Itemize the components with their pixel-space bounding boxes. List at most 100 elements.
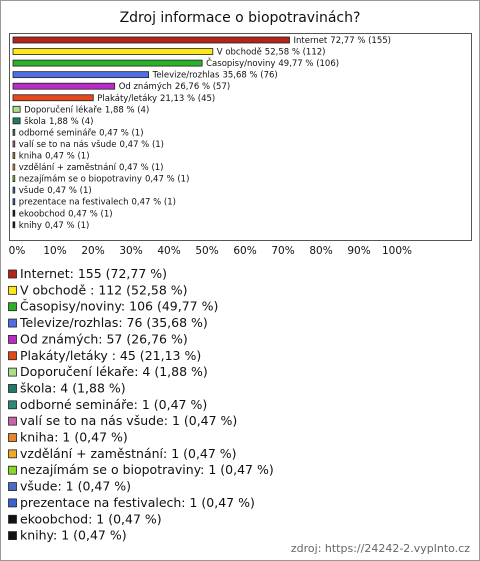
bar bbox=[12, 140, 16, 148]
data-label: 72,77 % (155) bbox=[330, 36, 391, 46]
bar bbox=[12, 94, 94, 102]
data-label: 52,58 % (112) bbox=[265, 48, 326, 58]
plot-box bbox=[9, 33, 472, 241]
x-tick-label: 60% bbox=[233, 245, 256, 257]
bar bbox=[12, 175, 16, 183]
bar bbox=[12, 128, 16, 136]
legend-swatch bbox=[8, 465, 17, 475]
data-label: 0,47 % (1) bbox=[119, 163, 163, 173]
legend-swatch bbox=[8, 318, 17, 328]
category-label: škola bbox=[24, 116, 46, 127]
legend-swatch bbox=[8, 433, 17, 442]
x-tick-label: 40% bbox=[157, 245, 180, 257]
bar bbox=[12, 209, 16, 217]
legend-label: vzdělání + zaměstnání: 1 (0,47 %) bbox=[20, 446, 237, 461]
bar bbox=[12, 152, 16, 159]
category-label: vzdělání + zaměstnání bbox=[19, 163, 117, 173]
legend-label: všude: 1 (0,47 %) bbox=[20, 479, 131, 494]
category-label: nezajímám se o biopotraviny bbox=[19, 175, 142, 185]
legend-swatch bbox=[8, 269, 17, 279]
category-label: Časopisy/noviny bbox=[206, 57, 275, 69]
legend-swatch bbox=[8, 400, 17, 410]
category-label: Plakáty/letáky bbox=[97, 94, 157, 104]
legend-label: Televize/rozhlas: 76 (35,68 %) bbox=[19, 315, 208, 330]
category-label: Doporučení lékaře bbox=[24, 104, 102, 115]
legend-label: Od známých: 57 (26,76 %) bbox=[20, 331, 188, 346]
category-label: valí se to na nás všude bbox=[19, 139, 117, 150]
category-label: V obchodě bbox=[217, 48, 262, 58]
x-tick-label: 90% bbox=[347, 245, 370, 257]
data-label: 0,47 % (1) bbox=[145, 175, 189, 185]
legend-swatch bbox=[8, 482, 17, 491]
bar bbox=[12, 59, 203, 67]
category-label: knihy bbox=[19, 221, 42, 231]
bar bbox=[12, 36, 290, 44]
category-label: všude bbox=[19, 185, 44, 196]
data-label: 0,47 % (1) bbox=[45, 221, 89, 231]
legend-label: Doporučení lékaře: 4 (1,88 %) bbox=[20, 364, 208, 379]
category-label: ekoobchod bbox=[19, 209, 65, 219]
data-label: 49,77 % (106) bbox=[278, 59, 339, 69]
bar bbox=[12, 71, 149, 79]
data-label: 0,47 % (1) bbox=[47, 186, 91, 196]
bar bbox=[12, 186, 16, 194]
legend-swatch bbox=[8, 302, 17, 312]
bar bbox=[12, 117, 21, 125]
x-tick-label: 20% bbox=[81, 245, 104, 257]
data-label: 1,88 % (4) bbox=[105, 105, 149, 115]
category-label: prezentace na festivalech bbox=[19, 198, 129, 208]
bar bbox=[12, 163, 16, 171]
data-label: 21,13 % (45) bbox=[160, 94, 215, 104]
data-label: 0,47 % (1) bbox=[131, 198, 175, 208]
source: zdroj: https://24242-2.vyplnto.cz bbox=[291, 542, 470, 555]
category-label: Od známých bbox=[119, 82, 172, 92]
legend-swatch bbox=[8, 367, 17, 377]
data-label: 0,47 % (1) bbox=[68, 209, 112, 219]
legend-swatch bbox=[8, 514, 17, 524]
legend-label: knihy: 1 (0,47 %) bbox=[20, 528, 127, 543]
legend-label: Časopisy/noviny: 106 (49,77 %) bbox=[20, 299, 218, 314]
legend-label: V obchodě : 112 (52,58 %) bbox=[20, 282, 188, 297]
x-tick-label: 100% bbox=[382, 245, 412, 257]
category-label: kniha bbox=[19, 152, 42, 162]
bar bbox=[12, 82, 116, 90]
chart-title: Zdroj informace o biopotravinách? bbox=[120, 10, 361, 26]
legend-label: ekoobchod: 1 (0,47 %) bbox=[20, 511, 162, 526]
data-label: 0,47 % (1) bbox=[45, 152, 89, 162]
category-label: odborné semináře bbox=[19, 127, 96, 138]
data-label: 0,47 % (1) bbox=[99, 128, 143, 138]
x-tick-label: 0% bbox=[9, 245, 26, 257]
legend-swatch bbox=[8, 351, 17, 361]
legend-label: prezentace na festivalech: 1 (0,47 %) bbox=[20, 495, 255, 510]
category-label: Televize/rozhlas bbox=[152, 71, 220, 81]
legend-swatch bbox=[8, 449, 17, 459]
x-tick-label: 10% bbox=[43, 245, 66, 257]
legend-label: odborné semináře: 1 (0,47 %) bbox=[20, 397, 207, 412]
bar bbox=[12, 198, 16, 206]
legend-swatch bbox=[8, 285, 17, 295]
x-tick-label: 70% bbox=[271, 245, 294, 257]
legend-label: škola: 4 (1,88 %) bbox=[20, 380, 126, 395]
category-label: Internet bbox=[294, 36, 328, 46]
x-tick-label: 50% bbox=[195, 245, 218, 257]
bar bbox=[12, 105, 21, 113]
legend-swatch bbox=[8, 498, 17, 508]
x-tick-label: 80% bbox=[309, 245, 332, 257]
legend-swatch bbox=[8, 531, 17, 540]
x-tick-label: 30% bbox=[119, 245, 142, 257]
data-label: 0,47 % (1) bbox=[120, 140, 164, 150]
data-label: 35,68 % (76) bbox=[222, 71, 277, 81]
data-label: 26,76 % (57) bbox=[175, 82, 230, 92]
legend-swatch bbox=[8, 384, 17, 393]
bar bbox=[12, 221, 16, 229]
legend-label: kniha: 1 (0,47 %) bbox=[20, 430, 128, 445]
legend-swatch bbox=[8, 334, 17, 344]
data-label: 1,88 % (4) bbox=[49, 117, 93, 127]
bar bbox=[12, 48, 214, 55]
legend-label: Plakáty/letáky : 45 (21,13 %) bbox=[20, 348, 201, 363]
legend-label: Internet: 155 (72,77 %) bbox=[20, 266, 167, 281]
legend-label: valí se to na nás všude: 1 (0,47 %) bbox=[20, 413, 237, 428]
legend-label: nezajímám se o biopotraviny: 1 (0,47 %) bbox=[20, 462, 274, 477]
